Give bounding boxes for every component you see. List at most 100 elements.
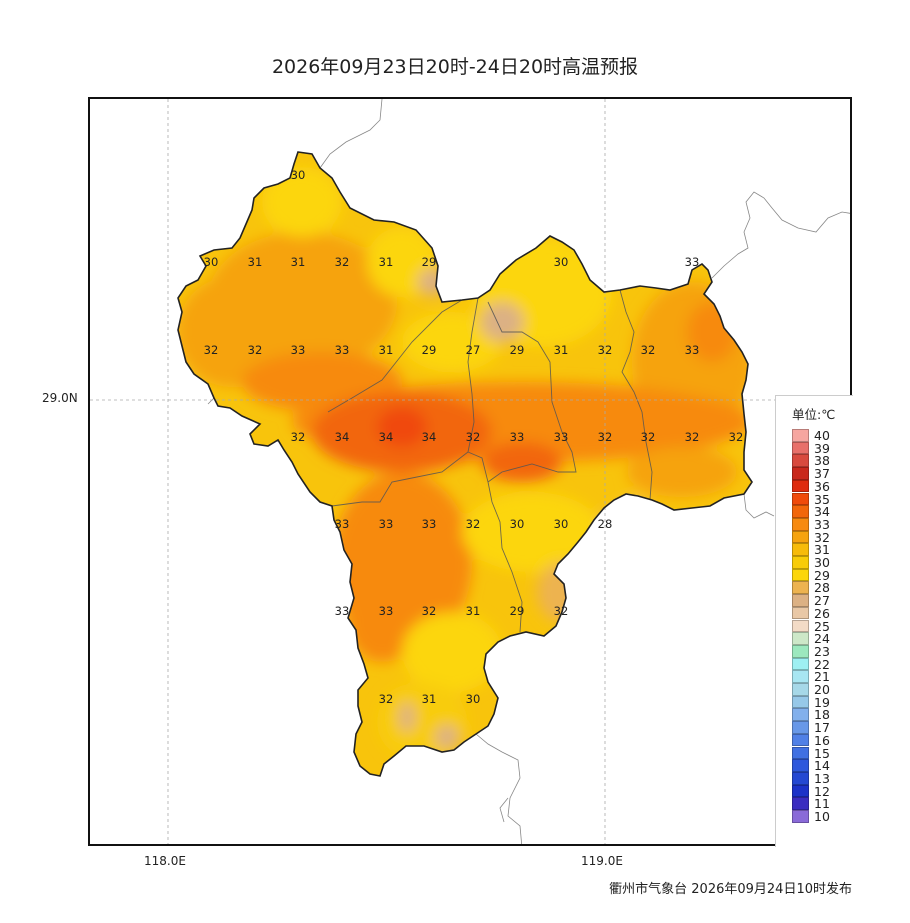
station-value: 30 bbox=[466, 692, 481, 706]
x-tick-119: 119.0E bbox=[581, 854, 623, 868]
legend-label: 12 bbox=[814, 783, 830, 799]
legend-swatch bbox=[792, 479, 809, 493]
legend-swatch bbox=[792, 644, 809, 658]
station-value: 34 bbox=[422, 430, 437, 444]
station-value-labels: 30 30 31 31 32 31 29 30 33 32 32 33 33 31 29 27 29 31 32 32… bbox=[204, 168, 744, 706]
station-value: 29 bbox=[510, 604, 525, 618]
legend-label: 21 bbox=[814, 669, 830, 685]
station-value: 29 bbox=[422, 343, 437, 357]
legend-label: 33 bbox=[814, 516, 830, 532]
legend-label: 25 bbox=[814, 618, 830, 634]
legend-label: 38 bbox=[814, 453, 830, 469]
legend-label: 18 bbox=[814, 707, 830, 723]
station-value: 32 bbox=[248, 343, 263, 357]
station-value: 32 bbox=[204, 343, 219, 357]
station-value: 33 bbox=[291, 343, 306, 357]
legend-swatch bbox=[792, 746, 809, 760]
legend-swatch bbox=[792, 581, 809, 595]
station-value: 33 bbox=[510, 430, 525, 444]
station-value: 33 bbox=[379, 604, 394, 618]
station-value: 31 bbox=[379, 343, 394, 357]
legend-swatch bbox=[792, 733, 809, 747]
station-value: 32 bbox=[685, 430, 700, 444]
station-value: 30 bbox=[554, 517, 569, 531]
legend-label: 19 bbox=[814, 694, 830, 710]
station-value: 31 bbox=[379, 255, 394, 269]
temperature-field bbox=[178, 152, 752, 776]
station-value: 32 bbox=[554, 604, 569, 618]
station-value: 34 bbox=[335, 430, 350, 444]
station-value: 32 bbox=[466, 517, 481, 531]
station-value: 33 bbox=[335, 604, 350, 618]
legend-swatch bbox=[792, 695, 809, 709]
legend-label: 35 bbox=[814, 491, 830, 507]
station-value: 33 bbox=[335, 517, 350, 531]
station-value: 31 bbox=[422, 692, 437, 706]
map-frame: 30 30 31 31 32 31 29 30 33 32 32 33 33 31 29 27 29 31 32 32… bbox=[88, 97, 852, 846]
legend-label: 31 bbox=[814, 542, 830, 558]
legend-label: 32 bbox=[814, 529, 830, 545]
station-value: 29 bbox=[422, 255, 437, 269]
legend-swatch bbox=[792, 759, 809, 772]
gridlines bbox=[90, 99, 850, 844]
legend-label: 27 bbox=[814, 593, 830, 609]
legend-swatch bbox=[792, 632, 809, 645]
legend-swatch bbox=[792, 708, 809, 722]
legend-swatch bbox=[792, 810, 809, 823]
station-value: 32 bbox=[422, 604, 437, 618]
station-value: 31 bbox=[466, 604, 481, 618]
legend-label: 11 bbox=[814, 796, 830, 812]
station-value: 33 bbox=[335, 343, 350, 357]
legend-swatch bbox=[792, 505, 809, 518]
station-value: 32 bbox=[598, 430, 613, 444]
legend-label: 28 bbox=[814, 580, 830, 596]
legend-swatch bbox=[792, 467, 809, 480]
legend-swatch bbox=[792, 492, 809, 506]
legend-swatch bbox=[792, 797, 809, 810]
legend-label: 14 bbox=[814, 758, 830, 774]
station-value: 33 bbox=[685, 343, 700, 357]
legend-swatch bbox=[792, 530, 809, 544]
legend-swatch bbox=[792, 568, 809, 582]
station-value: 33 bbox=[685, 255, 700, 269]
legend-swatch bbox=[792, 683, 809, 696]
legend-label: 22 bbox=[814, 656, 830, 672]
legend-label: 24 bbox=[814, 631, 830, 647]
station-value: 32 bbox=[335, 255, 350, 269]
legend-label: 16 bbox=[814, 732, 830, 748]
legend-swatch bbox=[792, 556, 809, 569]
legend-swatch bbox=[792, 441, 809, 455]
legend-swatch bbox=[792, 670, 809, 683]
legend-swatch bbox=[792, 619, 809, 633]
legend-label: 26 bbox=[814, 605, 830, 621]
station-value: 33 bbox=[422, 517, 437, 531]
station-value: 32 bbox=[379, 692, 394, 706]
station-value: 33 bbox=[379, 517, 394, 531]
legend-swatch bbox=[792, 454, 809, 468]
station-value: 29 bbox=[510, 343, 525, 357]
issuer-footer: 衢州市气象台 2026年09月24日10时发布 bbox=[609, 882, 852, 897]
legend-swatch bbox=[792, 543, 809, 556]
station-value: 30 bbox=[291, 168, 306, 182]
legend-swatch bbox=[792, 771, 809, 785]
station-value: 32 bbox=[291, 430, 306, 444]
map-title: 2026年09月23日20时-24日20时高温预报 bbox=[271, 56, 639, 78]
station-value: 33 bbox=[554, 430, 569, 444]
station-value: 27 bbox=[466, 343, 481, 357]
station-value: 28 bbox=[598, 517, 613, 531]
legend-label: 10 bbox=[814, 809, 830, 824]
legend-swatch bbox=[792, 784, 809, 798]
legend-swatch bbox=[792, 429, 809, 442]
legend-swatch bbox=[792, 657, 809, 671]
legend-swatch bbox=[792, 721, 809, 734]
station-value: 30 bbox=[554, 255, 569, 269]
legend-swatch bbox=[792, 606, 809, 620]
legend-label: 40 bbox=[814, 428, 830, 443]
legend-label: 37 bbox=[814, 466, 830, 482]
legend-label: 15 bbox=[814, 745, 830, 761]
legend-title: 单位:℃ bbox=[792, 407, 836, 422]
station-value: 30 bbox=[204, 255, 219, 269]
legend-label: 13 bbox=[814, 770, 830, 786]
station-value: 32 bbox=[641, 430, 656, 444]
